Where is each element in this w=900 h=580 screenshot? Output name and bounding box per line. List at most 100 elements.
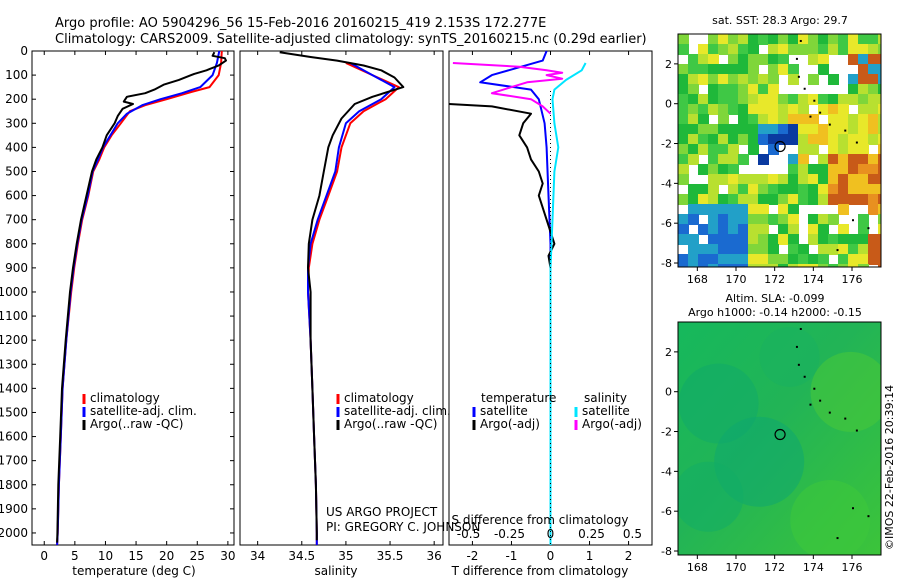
legend-label: Argo(-adj) [582,417,642,431]
sla-blob [810,351,881,432]
title-line-2: Climatology: CARS2009. Satellite-adjuste… [55,32,647,47]
sst-cell [848,144,859,155]
island-speck [852,507,854,510]
legend-label: satellite-adj. clim. [90,404,197,418]
y-tick-label: 200 [5,92,28,106]
sst-cell [868,124,879,135]
sst-cell [728,84,739,95]
y-tick-label: 500 [5,164,28,178]
sst-cell [868,154,879,165]
sst-cell [878,214,881,225]
sst-cell [798,254,809,265]
sst-cell [788,184,799,195]
sst-cell [828,244,839,255]
sst-cell [678,64,689,75]
island-speck [813,387,816,390]
sst-cell [678,194,689,205]
sst-cell [678,234,689,245]
sst-cell [738,264,749,267]
sst-cell [778,184,789,195]
sst-cell [718,134,729,145]
sst-cell [738,154,749,165]
sst-cell [788,104,799,115]
sst-cell [798,144,809,155]
sst-cell [758,154,769,165]
sst-cell [858,154,869,165]
sst-cell [688,144,699,155]
sst-cell [758,264,769,267]
sst-cell [878,144,881,155]
sst-cell [738,64,749,75]
sst-cell [698,64,709,75]
x-tick-label: 168 [687,273,708,286]
sst-cell [818,174,829,185]
sst-cell [698,104,709,115]
sst-cell [838,44,849,55]
series-line-satellite-adj-clim- [56,50,221,546]
island-speck [797,75,800,78]
island-speck [844,417,847,420]
sst-cell [768,184,779,195]
y-tick-label: 1400 [0,381,28,395]
sst-cell [738,184,749,195]
sst-cell [858,104,869,115]
sst-cell [788,234,799,245]
sst-cell [758,224,769,235]
sst-cell [678,114,689,125]
legend-label: climatology [90,391,160,405]
salinity-panel: 34 34.5 35 35.5 36 climatologysatellite-adj. … [239,50,451,563]
y-tick-label: -8 [661,545,672,558]
sst-cell [678,144,689,155]
island-speck [867,227,870,230]
sst-cell [818,34,829,45]
sst-cell [728,174,739,185]
sst-cell [718,34,729,45]
sst-cell [688,244,699,255]
legend-title: salinity [584,391,627,405]
sst-cell [798,104,809,115]
legend-label: Argo(-adj) [480,417,540,431]
sst-cell [708,224,719,235]
sst-cell [708,54,719,65]
y-tick-label: 2000 [0,526,28,540]
sst-cell [708,84,719,95]
sst-cell [828,44,839,55]
y-tick-label: 600 [5,189,28,203]
sst-cell [878,164,881,175]
x-tick-label: 20 [159,549,174,563]
sst-cell [728,244,739,255]
sla-map-subtitle: Argo h1000: -0.14 h2000: -0.15 [688,306,862,319]
sst-cell [788,94,799,105]
sst-cell [808,194,819,205]
sst-cell [858,84,869,95]
sst-cell [718,264,729,267]
sst-cell [878,114,881,125]
sst-cell [738,94,749,105]
sst-cell [698,74,709,85]
sst-cell [818,184,829,195]
sla-blob [790,480,871,555]
sst-cell [698,54,709,65]
sst-cell [818,234,829,245]
sst-cell [778,44,789,55]
sst-cell [728,254,739,265]
sst-cell [848,164,859,175]
sst-cell [788,114,799,125]
x-tick-label: 176 [842,273,863,286]
sst-cell [788,74,799,85]
sst-cell [838,34,849,45]
sst-cell [718,84,729,95]
sst-cell [768,104,779,115]
sst-cell [798,184,809,195]
y-tick-label: 300 [5,116,28,130]
sst-cell [848,84,859,95]
sst-cell [878,204,881,215]
sst-cell [798,34,809,45]
sst-cell [838,134,849,145]
sst-cell [768,74,779,85]
sst-cell [878,174,881,185]
sst-cell [798,114,809,125]
title-line-1: Argo profile: AO 5904296_56 15-Feb-2016 … [55,16,546,31]
sst-cell [728,34,739,45]
y-tick-label: -6 [661,217,672,230]
